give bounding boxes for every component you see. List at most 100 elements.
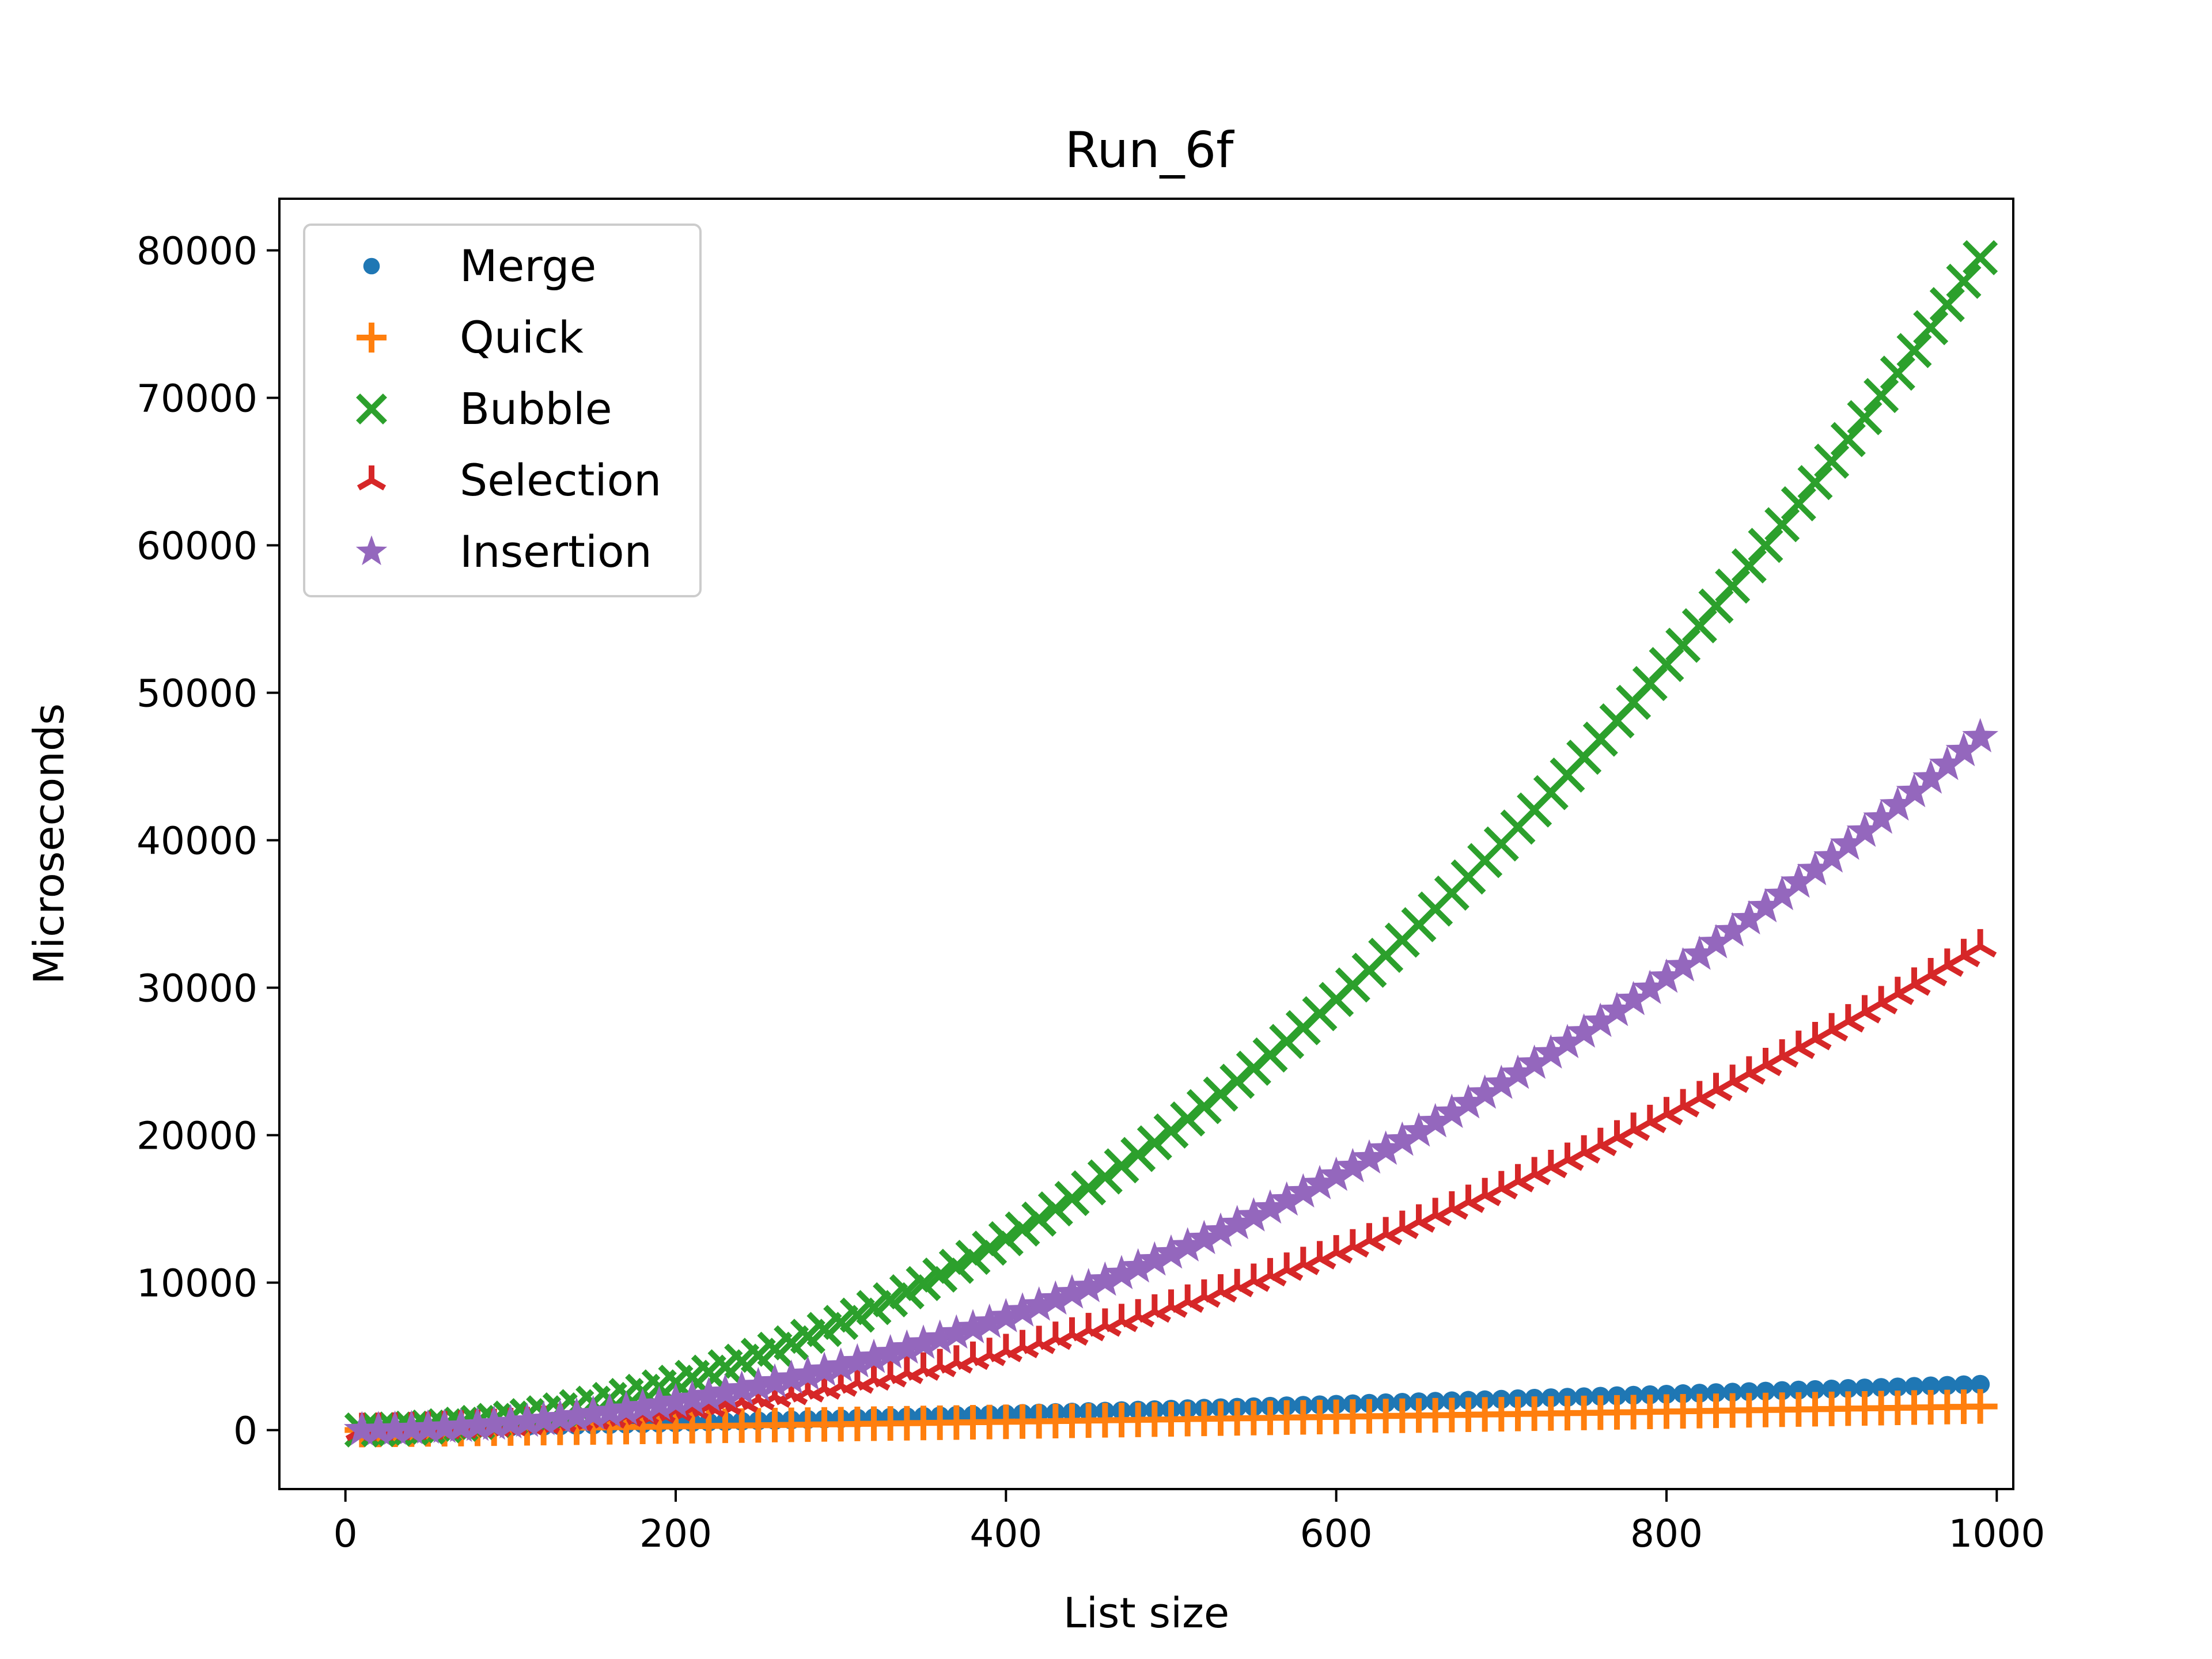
- data-point: [1805, 1380, 1825, 1399]
- data-point: [1747, 888, 1784, 923]
- data-point: [1615, 980, 1652, 1016]
- data-point: [1929, 745, 1965, 781]
- data-point: [1450, 1084, 1487, 1119]
- y-tick-label: 80000: [137, 229, 257, 274]
- data-point: [575, 1395, 612, 1430]
- x-tick-label: 600: [1300, 1512, 1373, 1556]
- data-point: [1937, 1376, 1957, 1395]
- data-point: [1698, 923, 1734, 959]
- data-point: [789, 1355, 826, 1391]
- legend-label-quick: Quick: [460, 312, 584, 363]
- data-point: [1947, 938, 1980, 968]
- data-point: [1103, 1255, 1140, 1290]
- data-point: [1813, 838, 1850, 873]
- data-point: [393, 1410, 430, 1445]
- data-point: [1789, 1380, 1808, 1400]
- chart-title: Run_6f: [1065, 122, 1235, 179]
- data-point: [442, 1407, 479, 1442]
- data-point: [1104, 1148, 1139, 1184]
- data-point: [1814, 444, 1850, 479]
- data-point: [872, 1334, 909, 1369]
- data-point: [922, 1319, 959, 1354]
- legend-marker-merge: [363, 257, 380, 275]
- data-point: [1865, 986, 1898, 1014]
- data-point: [1764, 507, 1800, 543]
- data-point: [1962, 718, 1999, 753]
- data-point: [1202, 1212, 1239, 1247]
- plot-marks: [343, 240, 1999, 1448]
- data-point: [905, 1324, 942, 1359]
- data-point: [1847, 400, 1883, 435]
- data-point: [1848, 995, 1881, 1024]
- data-point: [1054, 1181, 1090, 1217]
- data-point: [1368, 1130, 1404, 1165]
- data-point: [1252, 1189, 1289, 1224]
- data-point: [1170, 1101, 1206, 1137]
- y-tick-label: 0: [233, 1409, 257, 1453]
- data-point: [1136, 1241, 1173, 1276]
- legend-label-merge: Merge: [460, 240, 596, 291]
- data-point: [1822, 1379, 1842, 1399]
- data-point: [756, 1363, 793, 1398]
- y-tick-label: 50000: [137, 672, 257, 716]
- data-point: [1723, 1382, 1743, 1402]
- data-point: [1005, 1211, 1040, 1247]
- data-point: [955, 1309, 991, 1343]
- data-point: [525, 1400, 562, 1435]
- y-axis-label: Microseconds: [25, 703, 73, 984]
- data-point: [1137, 1125, 1172, 1161]
- data-point: [1499, 1054, 1536, 1089]
- data-point: [1657, 1384, 1676, 1404]
- data-point: [1549, 1024, 1586, 1058]
- data-point: [1914, 958, 1948, 987]
- data-point: [1730, 900, 1767, 935]
- data-point: [1748, 528, 1783, 563]
- x-tick-label: 400: [969, 1512, 1042, 1556]
- data-point: [1888, 1377, 1907, 1397]
- data-point: [955, 1240, 991, 1275]
- data-point: [1921, 1376, 1941, 1396]
- data-point: [1772, 1381, 1792, 1400]
- data-point: [1021, 1286, 1058, 1321]
- data-point: [1467, 1074, 1503, 1109]
- data-point: [1648, 958, 1685, 993]
- data-point: [1756, 1381, 1775, 1401]
- data-point: [1912, 759, 1949, 794]
- legend-label-insertion: Insertion: [460, 526, 652, 577]
- legend-marker-quick: [357, 323, 387, 353]
- data-point: [1169, 1227, 1206, 1262]
- data-point: [624, 1388, 661, 1423]
- data-point: [1483, 1065, 1520, 1099]
- data-point: [1285, 1173, 1321, 1208]
- data-point: [823, 1347, 859, 1382]
- data-point: [1120, 1137, 1156, 1172]
- data-point: [1153, 1113, 1189, 1149]
- data-point: [1881, 976, 1914, 1005]
- data-point: [1681, 935, 1718, 970]
- data-point: [1764, 876, 1801, 911]
- data-point: [1566, 1013, 1603, 1048]
- data-point: [906, 1266, 941, 1301]
- data-point: [888, 1329, 925, 1364]
- data-point: [1599, 991, 1635, 1027]
- x-tick-label: 0: [334, 1512, 358, 1556]
- x-axis-label: List size: [1063, 1589, 1229, 1637]
- data-point: [971, 1303, 1008, 1338]
- data-point: [1037, 1280, 1074, 1315]
- data-point: [1954, 1375, 1974, 1395]
- data-point: [1004, 1292, 1041, 1327]
- data-point: [1235, 1197, 1272, 1232]
- data-point: [1838, 1379, 1858, 1399]
- legend-label-selection: Selection: [460, 454, 661, 506]
- data-point: [377, 1410, 414, 1445]
- data-point: [1185, 1219, 1222, 1255]
- data-point: [608, 1391, 645, 1425]
- data-point: [806, 1351, 843, 1387]
- data-point: [459, 1406, 496, 1441]
- data-point: [1400, 1112, 1437, 1147]
- data-point: [1963, 1389, 1998, 1424]
- data-point: [1301, 1165, 1338, 1199]
- data-point: [343, 1411, 380, 1446]
- data-point: [674, 1380, 711, 1415]
- data-point: [1929, 287, 1965, 323]
